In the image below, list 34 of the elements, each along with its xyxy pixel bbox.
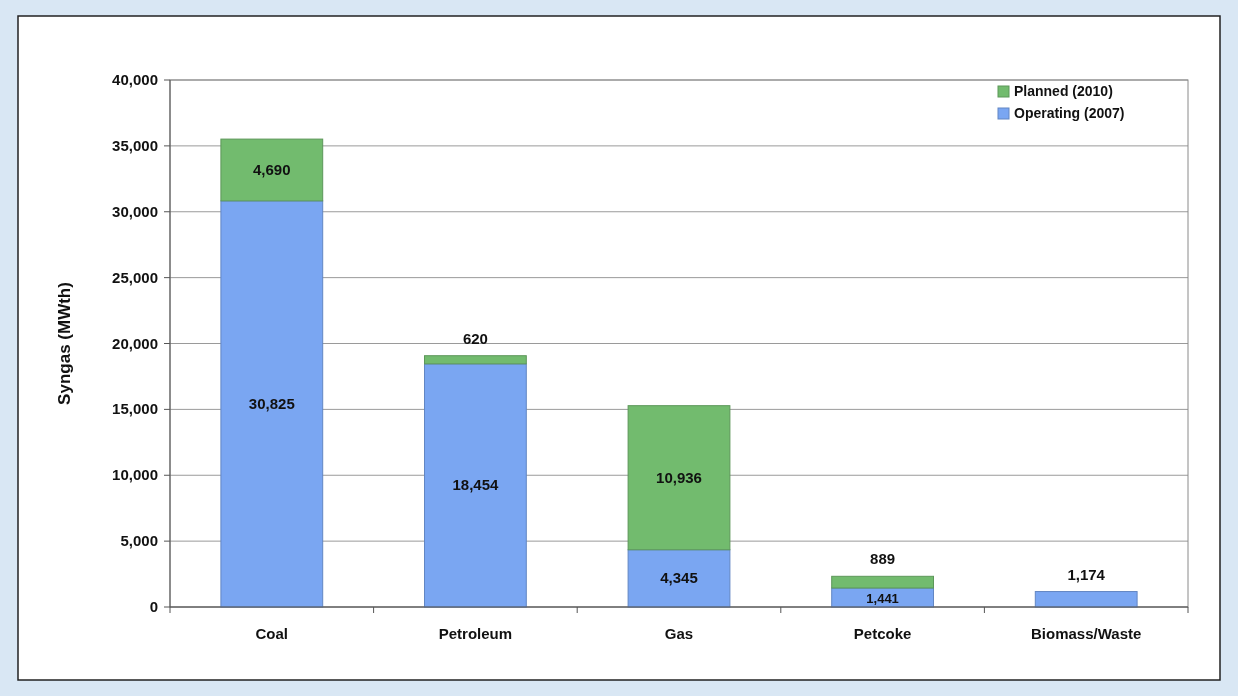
bar bbox=[1034, 591, 1138, 608]
bar bbox=[424, 355, 527, 365]
legend-label: Planned (2010) bbox=[1014, 83, 1113, 99]
bar bbox=[627, 405, 731, 551]
bar bbox=[220, 138, 324, 202]
bar bbox=[220, 200, 324, 608]
legend-label: Operating (2007) bbox=[1014, 105, 1125, 121]
data-label: 1,174 bbox=[1067, 565, 1106, 583]
data-label: 1,441 bbox=[866, 590, 899, 606]
y-tick-label: 15,000 bbox=[112, 400, 158, 418]
y-tick-label: 20,000 bbox=[112, 334, 158, 352]
x-tick-label: Biomass/Waste bbox=[1031, 625, 1142, 642]
x-tick-label: Petroleum bbox=[438, 625, 513, 642]
data-label: 4,345 bbox=[660, 569, 698, 587]
x-tick-label: Gas bbox=[664, 625, 694, 642]
data-label: 4,690 bbox=[253, 160, 291, 178]
data-label: 10,936 bbox=[656, 468, 702, 486]
y-tick-label: 35,000 bbox=[112, 136, 158, 154]
bar bbox=[424, 363, 527, 608]
data-label: 30,825 bbox=[248, 394, 295, 412]
bar bbox=[627, 549, 731, 608]
y-tick-label: 0 bbox=[149, 598, 158, 615]
y-tick-label: 10,000 bbox=[112, 466, 158, 484]
y-tick-label: 5,000 bbox=[120, 532, 158, 550]
bar bbox=[831, 575, 934, 589]
data-label: 620 bbox=[462, 329, 488, 347]
data-label: 889 bbox=[870, 550, 896, 568]
x-tick-label: Coal bbox=[255, 625, 289, 642]
y-tick-label: 30,000 bbox=[112, 202, 158, 220]
y-axis-title: Syngas (MWth) bbox=[55, 282, 74, 405]
data-label: 18,454 bbox=[452, 476, 499, 494]
y-tick-label: 40,000 bbox=[112, 71, 158, 88]
y-tick-label: 25,000 bbox=[112, 268, 158, 286]
x-tick-label: Petcoke bbox=[853, 625, 912, 642]
